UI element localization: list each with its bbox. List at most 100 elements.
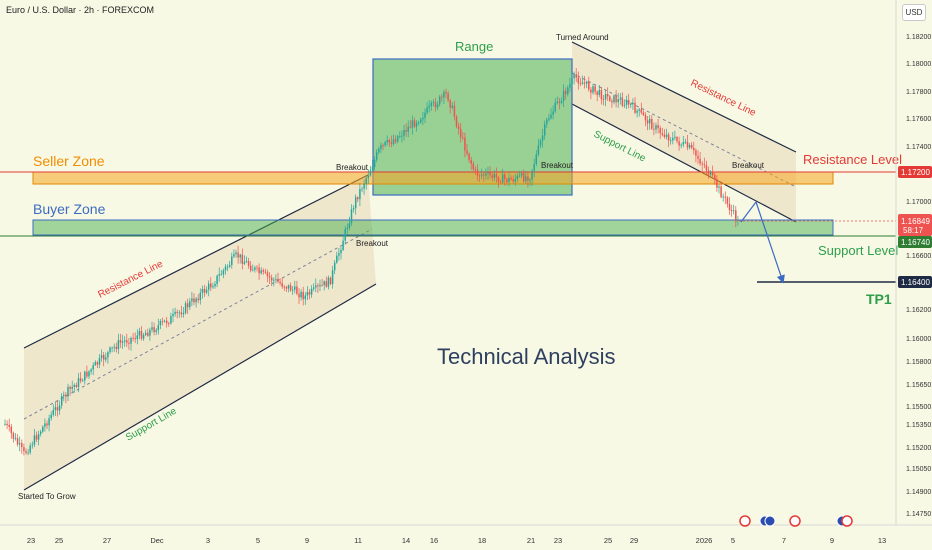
candle-bear: [659, 128, 661, 134]
candle-bull: [27, 452, 29, 454]
candle-bull: [205, 289, 208, 293]
candle-bear: [75, 385, 78, 387]
candle-bull: [709, 171, 712, 175]
us-event-icon-2: [841, 515, 853, 527]
candle-bull: [420, 119, 422, 123]
candle-bull: [541, 135, 544, 141]
candle-bear: [600, 90, 603, 100]
candle-bull: [487, 172, 489, 174]
y-tick-label: 1.15350: [906, 422, 931, 429]
x-tick-label: 23: [27, 536, 35, 545]
candle-bull: [665, 134, 668, 137]
candle-bear: [165, 320, 168, 324]
candle-bull: [273, 279, 275, 281]
candle-bull: [109, 347, 111, 353]
x-tick-label: 18: [478, 536, 486, 545]
candle-bear: [65, 394, 67, 397]
y-tick-label: 1.15200: [906, 445, 931, 452]
candle-bear: [705, 165, 708, 171]
candle-bear: [382, 145, 384, 146]
candle-bear: [256, 267, 258, 269]
candle-bull: [375, 152, 378, 160]
candle-bear: [140, 331, 143, 339]
candle-bull: [411, 120, 414, 128]
candle-bear: [210, 283, 212, 288]
candle-bull: [604, 94, 607, 100]
currency-button[interactable]: USD: [902, 4, 926, 21]
symbol-title[interactable]: Euro / U.S. Dollar · 2h · FOREXCOM: [6, 5, 155, 15]
candle-bull: [346, 227, 349, 230]
candle-bull: [260, 270, 262, 274]
candle-bear: [716, 179, 718, 188]
candle-bear: [186, 303, 189, 308]
candle-bull: [552, 111, 554, 115]
candle-bull: [428, 105, 430, 108]
candle-bear: [596, 91, 598, 95]
buyer-zone-label: Buyer Zone: [33, 201, 106, 217]
time-axis[interactable]: 23 25 27 Dec 3 5 9 11 14 16 18 21 23 25 29 2026 5 7 9 13: [27, 536, 886, 545]
candle-bear: [270, 277, 273, 281]
candle-bull: [550, 114, 552, 119]
candle-bear: [168, 323, 170, 325]
candle-bear: [12, 433, 15, 439]
buyer-zone-rect: [32, 219, 834, 236]
candle-bear: [491, 175, 493, 178]
candle-bull: [151, 327, 153, 330]
y-tick-label: 1.17400: [906, 144, 931, 151]
candle-bull: [73, 385, 76, 387]
breakout-label-2: Breakout: [356, 239, 389, 248]
candle-bull: [386, 140, 388, 143]
candle-bull: [571, 78, 573, 85]
candle-bear: [16, 438, 19, 445]
candle-bull: [655, 125, 657, 130]
candle-bear: [676, 136, 678, 142]
candle-bull: [243, 261, 246, 264]
candle-bear: [161, 320, 164, 322]
support-level-label: Support Level: [818, 243, 898, 258]
candle-bull: [531, 170, 533, 180]
candle-bull: [501, 174, 504, 183]
candle-bull: [214, 284, 216, 287]
y-tick-label: 1.16200: [906, 307, 931, 314]
candle-bull: [81, 380, 84, 382]
event-markers[interactable]: [739, 515, 853, 527]
candle-bear: [720, 186, 722, 198]
candle-bear: [203, 288, 206, 293]
candle-bear: [711, 171, 714, 176]
candle-bear: [483, 174, 485, 176]
candle-bull: [384, 142, 386, 146]
candle-bull: [178, 312, 181, 314]
candle-bear: [686, 141, 689, 148]
candle-bear: [357, 197, 359, 200]
candle-bear: [703, 164, 706, 166]
candle-bull: [90, 369, 92, 372]
candle-bear: [640, 109, 643, 113]
candle-bear: [21, 443, 23, 448]
candle-bear: [247, 261, 250, 266]
candle-bear: [510, 177, 512, 180]
candle-bear: [56, 407, 59, 411]
candle-bear: [329, 277, 332, 284]
candle-bear: [651, 119, 653, 129]
seller-zone-label: Seller Zone: [33, 153, 105, 169]
support-price-tag: 1.16740: [898, 236, 932, 248]
y-tick-label: 1.15800: [906, 359, 931, 366]
y-tick-label: 1.15050: [906, 466, 931, 473]
candle-bull: [107, 352, 109, 358]
x-tick-label: 25: [55, 536, 63, 545]
candle-bear: [445, 91, 447, 94]
candle-bull: [333, 262, 336, 271]
candle-bull: [682, 142, 685, 145]
candle-bear: [409, 126, 412, 128]
candle-bull: [369, 170, 372, 176]
candle-bear: [264, 271, 267, 273]
candle-bear: [268, 276, 271, 278]
candle-bull: [84, 371, 86, 381]
candle-bull: [354, 197, 357, 209]
rising-channel-midline: [23, 228, 373, 420]
candle-bull: [159, 320, 162, 326]
candle-bear: [522, 173, 525, 182]
candle-bear: [6, 423, 8, 426]
candle-bear: [317, 285, 319, 287]
